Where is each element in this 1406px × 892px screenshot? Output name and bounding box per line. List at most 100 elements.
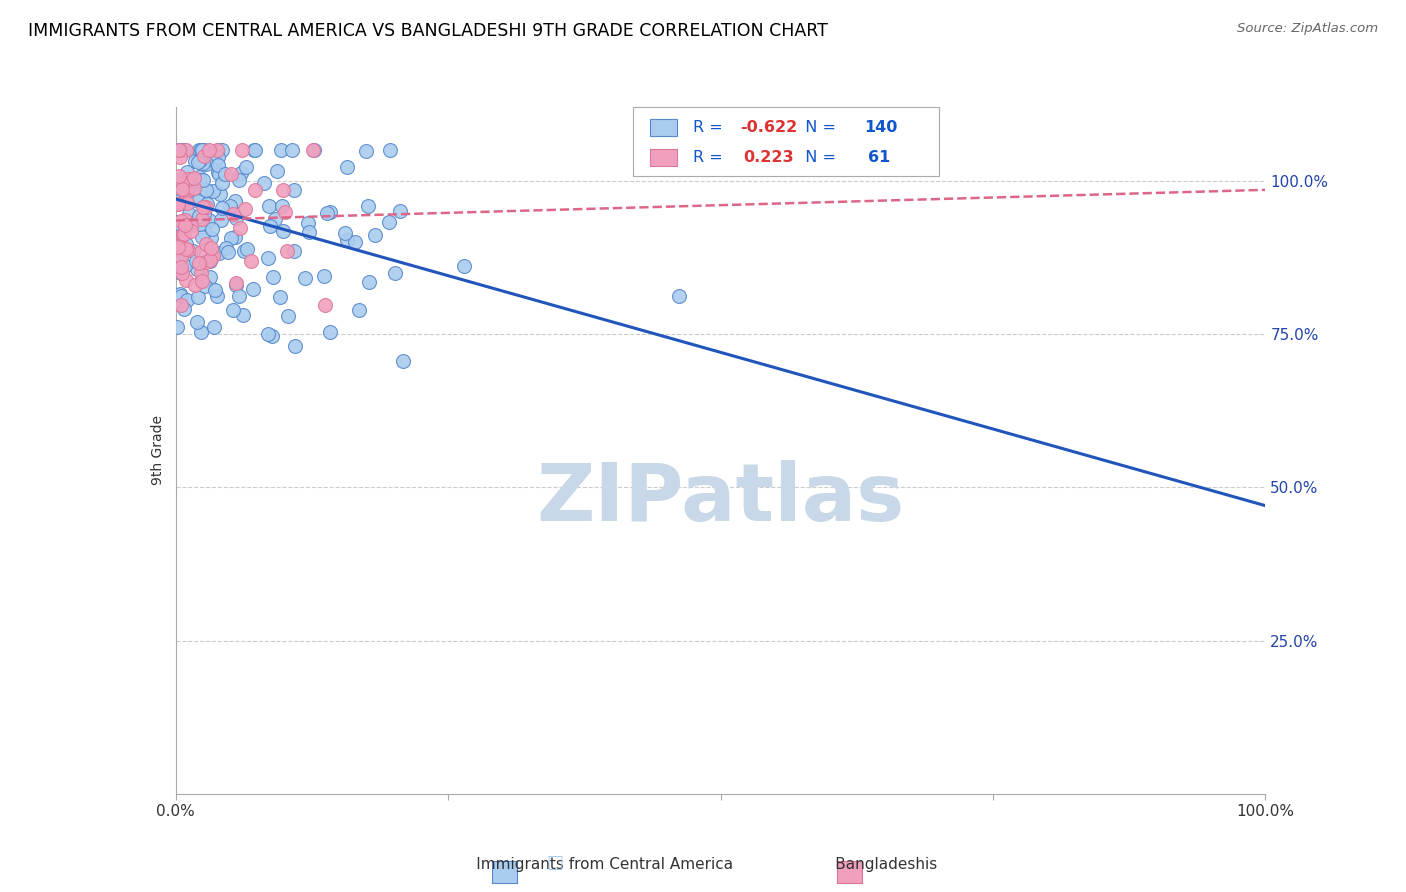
Point (169, 173, 191, 187)
Point (256, 326, 278, 341)
Text: R =: R = (693, 150, 734, 165)
Point (336, 160, 359, 174)
Point (273, 183, 295, 197)
Point (208, 246, 231, 260)
Point (180, 224, 202, 238)
Point (207, 143, 229, 157)
Point (166, 319, 188, 334)
Point (170, 289, 193, 303)
Point (270, 143, 292, 157)
Point (209, 213, 232, 227)
Point (198, 253, 221, 268)
Point (181, 244, 204, 258)
Point (183, 173, 205, 187)
Point (208, 167, 231, 181)
Text: N =: N = (794, 120, 841, 136)
Point (190, 143, 212, 157)
Point (274, 205, 297, 219)
Point (453, 259, 475, 273)
Point (172, 266, 194, 280)
Point (283, 244, 305, 259)
Point (202, 249, 225, 263)
Point (193, 149, 215, 163)
Point (314, 268, 336, 283)
Y-axis label: 9th Grade: 9th Grade (150, 416, 165, 485)
Point (207, 158, 229, 172)
Point (166, 216, 188, 230)
Point (343, 235, 366, 250)
Point (187, 194, 209, 208)
Point (174, 186, 197, 200)
Point (191, 156, 214, 170)
Point (186, 253, 208, 268)
Point (284, 339, 307, 353)
Point (224, 194, 246, 208)
Point (187, 173, 209, 187)
Point (193, 207, 215, 221)
Point (201, 222, 224, 236)
Point (174, 273, 197, 287)
FancyBboxPatch shape (650, 149, 678, 166)
Point (209, 187, 232, 202)
Point (236, 242, 259, 256)
Text: ZIPatlas: ZIPatlas (537, 459, 904, 538)
Point (177, 213, 200, 227)
Point (190, 230, 212, 244)
Text: Source: ZipAtlas.com: Source: ZipAtlas.com (1237, 22, 1378, 36)
Text: 61: 61 (868, 150, 890, 165)
Point (276, 244, 298, 259)
Point (314, 298, 336, 312)
Point (225, 278, 247, 293)
Point (170, 266, 193, 280)
Point (205, 143, 228, 157)
Point (166, 215, 188, 229)
Point (231, 143, 253, 157)
Text: R =: R = (693, 120, 728, 136)
Point (184, 154, 207, 169)
Point (169, 150, 191, 164)
Point (228, 289, 250, 303)
Point (174, 194, 197, 208)
Point (225, 211, 247, 225)
Point (217, 244, 239, 259)
Point (257, 251, 280, 265)
Point (170, 298, 193, 312)
Point (224, 230, 246, 244)
Text: N =: N = (794, 150, 846, 165)
Point (257, 199, 280, 213)
Point (200, 269, 222, 284)
Point (264, 211, 287, 226)
Point (354, 144, 377, 158)
Point (378, 143, 401, 157)
Point (194, 236, 217, 251)
Point (200, 230, 222, 244)
Point (243, 143, 266, 157)
Point (173, 227, 195, 241)
Point (170, 227, 193, 242)
Point (177, 243, 200, 257)
Point (204, 283, 226, 297)
Point (211, 176, 233, 190)
Point (252, 177, 274, 191)
Point (194, 200, 217, 214)
Point (356, 199, 378, 213)
Point (169, 143, 191, 157)
Point (235, 202, 257, 216)
Point (202, 320, 225, 334)
Point (198, 213, 221, 227)
Point (170, 240, 193, 254)
Point (174, 143, 197, 157)
Point (239, 253, 262, 268)
Point (169, 218, 191, 232)
Text: 140: 140 (865, 120, 898, 136)
Point (183, 180, 205, 194)
Point (232, 244, 254, 258)
Point (270, 199, 292, 213)
Point (176, 172, 198, 186)
Point (173, 143, 195, 157)
Point (204, 154, 226, 169)
Point (243, 183, 266, 197)
Point (315, 206, 337, 220)
Point (193, 143, 215, 157)
Point (187, 143, 209, 157)
